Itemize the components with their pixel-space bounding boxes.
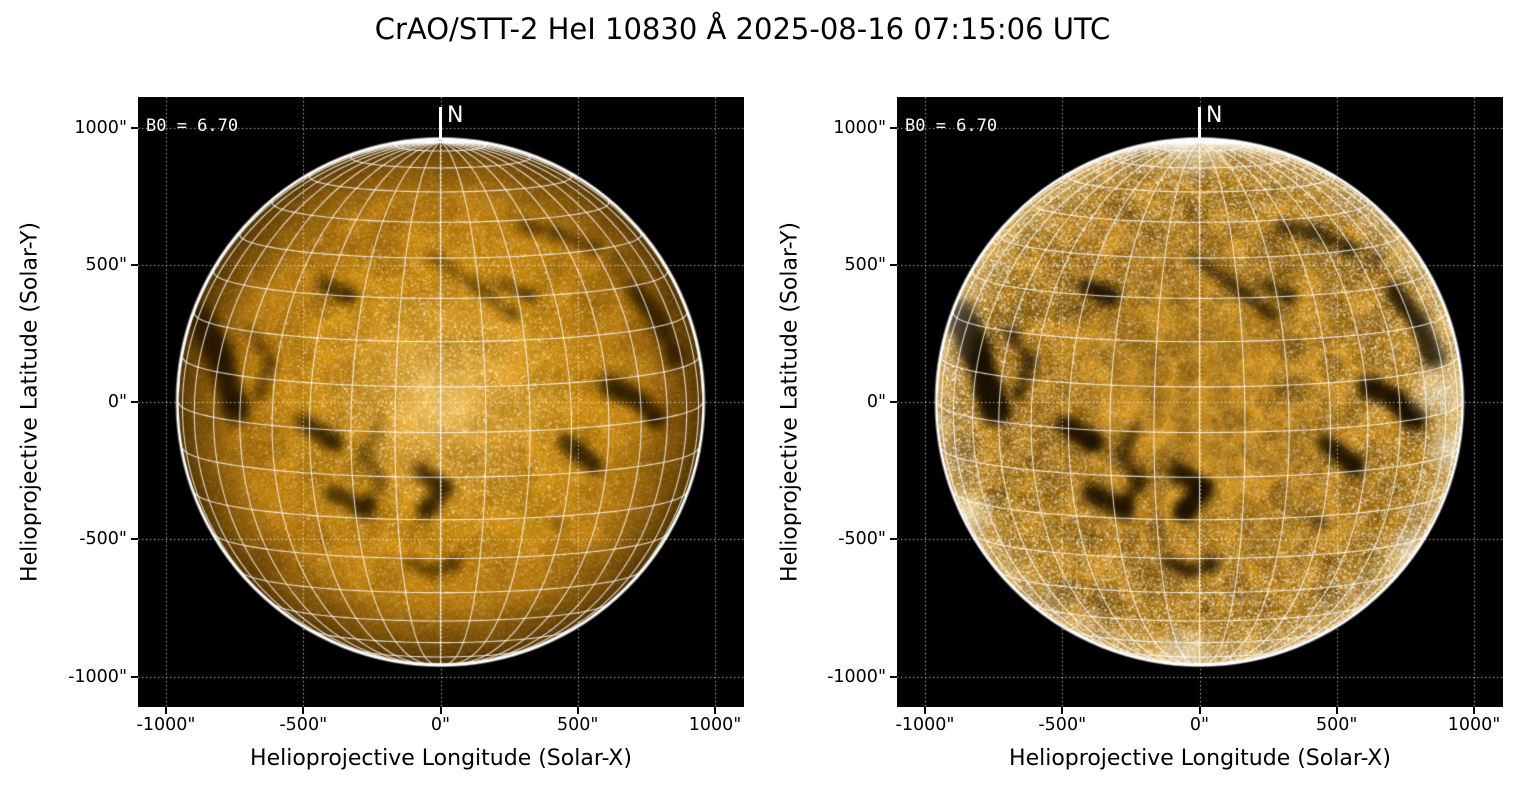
x-tick-mark bbox=[1473, 707, 1475, 714]
x-tick-label: -1000" bbox=[895, 715, 955, 735]
y-tick-mark bbox=[131, 126, 138, 129]
x-tick-mark bbox=[439, 707, 442, 714]
y-tick-label: 500" bbox=[85, 254, 127, 275]
solar-disk-panel-left: B0 = 6.70 N bbox=[138, 97, 744, 707]
b0-annotation: B0 = 6.70 bbox=[146, 116, 239, 136]
y-tick-label: 1000" bbox=[74, 117, 127, 138]
solar-disk-panel-right: B0 = 6.70 N bbox=[897, 97, 1503, 707]
y-tick-mark bbox=[131, 538, 138, 541]
y-tick-mark bbox=[131, 675, 138, 678]
y-tick-mark bbox=[131, 401, 138, 403]
y-tick-label: -1000" bbox=[827, 666, 886, 687]
x-tick-label: 0" bbox=[430, 715, 451, 735]
x-tick-label: 1000" bbox=[688, 715, 742, 735]
x-tick-mark bbox=[1061, 707, 1064, 714]
y-tick-label: -500" bbox=[838, 529, 886, 550]
x-tick-label: 500" bbox=[1316, 715, 1358, 735]
solar-disk-image-right bbox=[897, 97, 1503, 707]
y-tick-mark bbox=[131, 263, 138, 266]
x-tick-mark bbox=[576, 707, 579, 714]
y-tick-label: 0" bbox=[107, 392, 127, 412]
y-tick-mark bbox=[890, 675, 897, 678]
x-tick-mark bbox=[1335, 707, 1338, 714]
y-axis-label-right: Helioprojective Latitude (Solar-Y) bbox=[777, 222, 803, 582]
x-tick-mark bbox=[302, 707, 305, 714]
north-label: N bbox=[447, 103, 464, 128]
north-label: N bbox=[1206, 103, 1223, 128]
north-pole-tick bbox=[439, 107, 442, 140]
x-tick-label: -500" bbox=[1038, 715, 1087, 735]
y-tick-label: 1000" bbox=[833, 117, 886, 138]
x-tick-mark bbox=[714, 707, 716, 714]
y-axis-label-left: Helioprojective Latitude (Solar-Y) bbox=[17, 222, 43, 582]
y-tick-mark bbox=[890, 126, 897, 129]
x-tick-label: -500" bbox=[279, 715, 328, 735]
y-tick-mark bbox=[890, 401, 897, 403]
x-axis-label-right: Helioprojective Longitude (Solar-X) bbox=[1009, 746, 1391, 771]
solar-disk-image-left bbox=[138, 97, 744, 707]
y-tick-mark bbox=[890, 263, 897, 266]
y-tick-label: 500" bbox=[844, 254, 886, 275]
y-tick-label: -500" bbox=[79, 529, 127, 550]
b0-annotation: B0 = 6.70 bbox=[905, 116, 998, 136]
x-tick-mark bbox=[165, 707, 167, 714]
y-tick-label: 0" bbox=[866, 392, 886, 412]
y-tick-mark bbox=[890, 538, 897, 541]
x-tick-label: -1000" bbox=[136, 715, 196, 735]
y-tick-label: -1000" bbox=[68, 666, 127, 687]
x-tick-label: 0" bbox=[1189, 715, 1210, 735]
x-tick-label: 500" bbox=[557, 715, 599, 735]
x-tick-mark bbox=[1198, 707, 1201, 714]
x-tick-label: 1000" bbox=[1447, 715, 1501, 735]
x-tick-mark bbox=[924, 707, 926, 714]
north-pole-tick bbox=[1198, 107, 1201, 140]
figure-title: CrAO/STT-2 HeI 10830 Å 2025-08-16 07:15:… bbox=[374, 12, 1111, 46]
x-axis-label-left: Helioprojective Longitude (Solar-X) bbox=[250, 746, 632, 771]
